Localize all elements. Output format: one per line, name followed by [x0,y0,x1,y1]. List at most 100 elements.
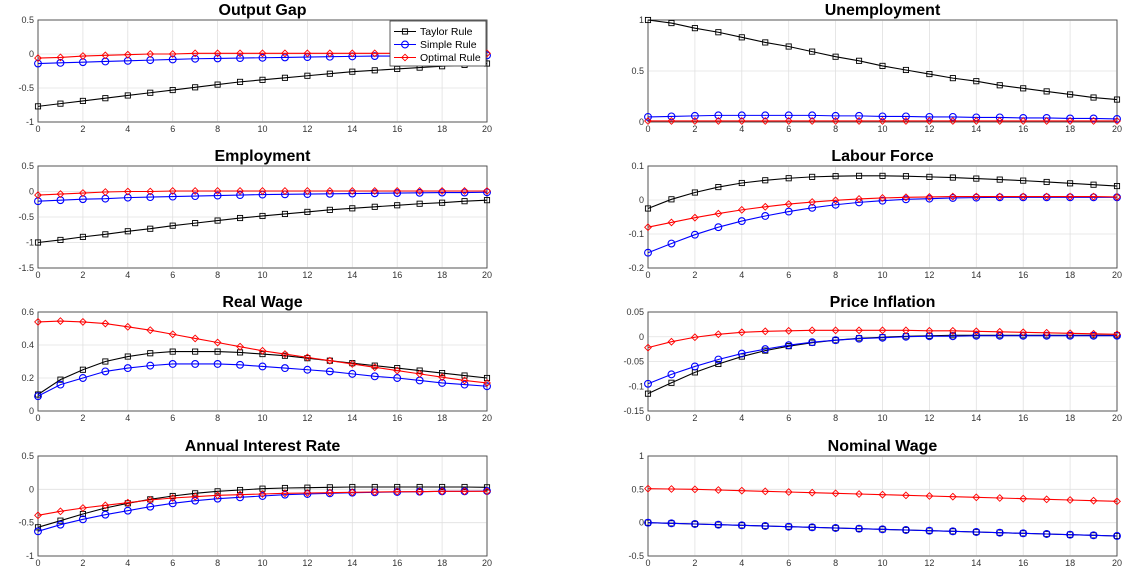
employment-optimal-rule-point-12 [303,187,312,195]
annual-interest-rate-optimal-rule-point-18 [438,487,447,496]
real-wage-xtick-label-3: 6 [170,413,175,423]
labour-force-xtick-label-7: 14 [971,270,981,280]
output-gap-xtick-label-7: 14 [347,124,357,134]
real-wage-optimal-rule-point-12 [303,353,312,362]
unemployment-optimal-rule-point-17 [1042,117,1051,125]
unemployment-optimal-rule-point-12 [925,117,934,125]
unemployment-optimal-rule-point-14 [972,117,981,125]
employment-optimal-rule-point-5 [146,187,155,196]
price-inflation-simple-rule-point-7 [808,338,817,347]
labour-force-taylor-rule-point-4 [738,179,745,187]
annual-interest-rate-optimal-rule-point-5 [146,496,155,504]
output-gap-title: Output Gap [219,2,307,19]
employment-xtick-label-1: 2 [80,270,85,280]
price-inflation-optimal-rule-point-20 [1113,330,1121,339]
output-gap-ytick-label-3: 0.5 [21,15,34,25]
unemployment-optimal-rule-point-8 [831,117,840,125]
price-inflation-xtick-label-8: 16 [1018,413,1028,423]
real-wage-optimal-rule-line [37,320,488,384]
real-wage-simple-rule-point-5 [146,361,155,370]
real-wage-xtick-label-7: 14 [347,413,357,423]
annual-interest-rate-optimal-rule-point-13 [325,488,334,497]
panel-labour-force: 0 2 4 6 8 10 12 14 16 18 20 -0.2 -0.1 0 0.1 Labour Forc… [628,148,1122,280]
price-inflation-simple-rule-point-14 [972,331,981,340]
real-wage-taylor-rule-point-8 [214,348,221,355]
real-wage-simple-rule-point-12 [303,365,312,374]
price-inflation-optimal-rule-point-13 [948,326,957,335]
unemployment-optimal-rule-point-2 [690,117,699,125]
employment-optimal-rule-point-3 [101,188,110,196]
nominal-wage-optimal-rule-point-16 [1019,494,1028,503]
labour-force-xtick-label-2: 4 [739,270,744,280]
real-wage-taylor-rule-point-11 [281,352,289,359]
price-inflation-simple-rule-point-4 [737,349,746,358]
price-inflation-simple-rule-point-6 [784,341,793,350]
real-wage-taylor-rule-point-15 [371,362,378,369]
price-inflation-title: Price Inflation [830,294,936,311]
real-wage-taylor-rule-point-7 [192,348,199,355]
unemployment-taylor-rule-point-18 [1067,91,1074,98]
price-inflation-xtick-label-9: 18 [1065,413,1075,423]
nominal-wage-xtick-label-1: 2 [692,558,697,568]
output-gap-xtick-label-2: 4 [125,124,130,134]
price-inflation-simple-rule-point-3 [714,355,723,364]
price-inflation-ytick-label-1: -0.1 [628,381,644,391]
nominal-wage-optimal-rule-point-2 [690,485,699,494]
labour-force-simple-rule-point-13 [948,194,957,202]
unemployment-taylor-rule-point-16 [1020,85,1027,92]
labour-force-optimal-rule-point-18 [1066,192,1075,201]
price-inflation-optimal-rule-point-12 [925,326,934,335]
employment-xtick-label-3: 6 [170,270,175,280]
employment-ytick-label-1: -1 [26,238,34,248]
employment-taylor-rule-point-13 [326,206,333,213]
unemployment-xtick-label-4: 8 [833,124,838,134]
output-gap-taylor-rule-point-0 [34,103,42,110]
price-inflation-ytick-label-2: -0.05 [623,357,644,367]
nominal-wage-xtick-label-10: 20 [1112,558,1122,568]
output-gap-optimal-rule-point-3 [101,51,110,60]
labour-force-xtick-label-4: 8 [833,270,838,280]
price-inflation-simple-rule-point-20 [1113,331,1121,340]
output-gap-optimal-rule-point-9 [236,49,244,58]
nominal-wage-simple-rule-point-12 [925,526,934,535]
annual-interest-rate-xtick-label-8: 16 [392,558,402,568]
nominal-wage-optimal-rule-point-14 [972,493,981,502]
nominal-wage-simple-rule-point-0 [644,518,652,527]
labour-force-taylor-rule-point-1 [668,196,675,203]
employment-optimal-rule-point-15 [370,187,379,195]
employment-optimal-rule-point-2 [78,189,87,197]
real-wage-axes-frame [37,311,488,412]
output-gap-optimal-rule-point-15 [370,49,379,58]
annual-interest-rate-simple-rule-point-12 [303,490,312,498]
unemployment-optimal-rule-point-6 [784,117,793,125]
nominal-wage-optimal-rule-point-3 [714,486,723,494]
output-gap-taylor-rule-point-10 [259,76,266,83]
employment-simple-rule-point-15 [370,189,379,198]
nominal-wage-simple-rule-point-1 [667,519,676,528]
annual-interest-rate-ytick-label-3: 0.5 [21,451,34,461]
output-gap-simple-rule-point-0 [34,59,42,68]
output-gap-taylor-rule-point-13 [326,70,333,77]
unemployment-simple-rule-point-5 [761,111,770,120]
unemployment-optimal-rule-point-5 [761,117,770,125]
output-gap-simple-rule-point-11 [281,53,289,62]
price-inflation-simple-rule-point-0 [644,379,652,388]
output-gap-xtick-label-4: 8 [215,124,220,134]
annual-interest-rate-taylor-rule-point-8 [214,488,221,495]
real-wage-taylor-rule-point-1 [57,376,64,383]
nominal-wage-xtick-label-7: 14 [971,558,981,568]
nominal-wage-simple-rule-point-15 [995,528,1004,537]
employment-simple-rule-point-8 [213,191,222,200]
output-gap-taylor-rule-point-12 [304,72,311,79]
employment-taylor-rule-point-15 [371,203,378,210]
labour-force-optimal-rule-point-4 [737,205,746,214]
annual-interest-rate-ytick-label-0: -1 [26,551,34,561]
nominal-wage-xtick-label-6: 12 [924,558,934,568]
unemployment-ytick-label-2: 1 [639,15,644,25]
panel-annual-interest-rate: 0 2 4 6 8 10 12 14 16 18 20 -1 -0.5 0 0.5 Annual Intere… [18,438,492,568]
real-wage-xtick-label-5: 10 [257,413,267,423]
real-wage-optimal-rule-point-6 [168,330,177,339]
employment-xtick-label-0: 0 [35,270,40,280]
unemployment-simple-rule-point-19 [1089,114,1098,123]
